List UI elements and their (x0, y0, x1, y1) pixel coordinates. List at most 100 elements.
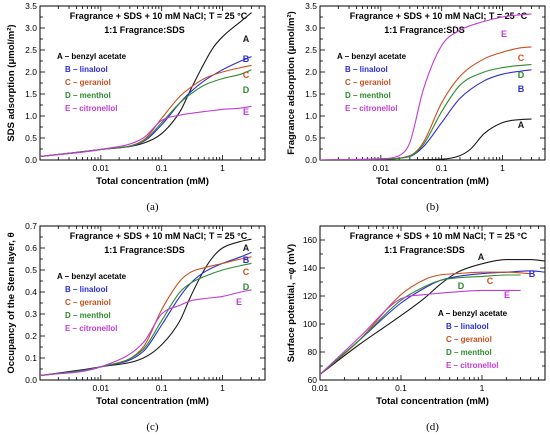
y-tick-label: 0.5 (25, 133, 37, 143)
x-tick-label: 1 (500, 163, 505, 173)
series-layer (40, 12, 252, 158)
legend-entry: B – linalool (345, 65, 388, 74)
legend-entry: A – benzyl acetate (337, 52, 407, 61)
series-letter-d: D (518, 70, 525, 80)
y-axis-label: Fragrance adsorption (μmol/m²) (286, 11, 297, 155)
series-line-a (320, 118, 532, 160)
x-tick-label: 0.01 (373, 163, 390, 173)
legend-entry: E – citronellol (65, 104, 117, 113)
y-tick-label: 0.4 (25, 287, 37, 297)
x-axis-label: Total concentration (mM) (376, 396, 489, 407)
series-line-a (40, 238, 252, 377)
panel-label: (c) (146, 421, 159, 433)
panel-label: (a) (146, 201, 159, 213)
x-axis-label: Total concentration (mM) (376, 176, 489, 187)
y-tick-label: 2.5 (25, 45, 37, 55)
series-letter-a: A (478, 252, 485, 262)
x-axis-label: Total concentration (mM) (96, 176, 209, 187)
y-tick-label: 0.1 (25, 353, 37, 363)
series-letter-c: C (243, 267, 250, 277)
series-line-b (40, 251, 252, 377)
y-tick-label: 0.0 (25, 375, 37, 385)
series-line-b (320, 270, 545, 375)
chart-header-line2: 1:1 Fragrance:SDS (104, 25, 185, 35)
panel-label: (b) (426, 201, 439, 213)
series-line-c (320, 271, 531, 375)
y-tick-label: 2.0 (25, 67, 37, 77)
series-letter-e: E (504, 290, 510, 300)
y-tick-label: 3.0 (25, 23, 37, 33)
legend-entry: C – geraniol (65, 78, 111, 87)
legend-entry: A – benzyl acetate (57, 272, 127, 281)
y-tick-label: 0.6 (25, 243, 37, 253)
series-letter-b: B (518, 84, 525, 94)
chart-header-line1: Fragrance + SDS + 10 mM NaCl; T = 25 °C (350, 231, 528, 241)
series-letter-b: B (243, 255, 250, 265)
y-tick-label: 3.5 (25, 1, 37, 11)
legend-entry: B – linalool (446, 322, 489, 331)
series-layer (320, 13, 532, 160)
legend-entry: B – linalool (65, 285, 108, 294)
y-tick-label: 0.0 (25, 155, 37, 165)
y-tick-label: 2.0 (305, 67, 317, 77)
chart-header-line2: 1:1 Fragrance:SDS (104, 245, 185, 255)
legend-entry: C – geraniol (65, 298, 111, 307)
y-tick-label: 0.3 (25, 309, 37, 319)
chart-header-line2: 1:1 Fragrance:SDS (384, 245, 465, 255)
chart-header-line1: Fragrance + SDS + 10 mM NaCl; T = 25 °C (70, 11, 248, 21)
series-letter-e: E (243, 107, 249, 117)
legend-entry: C – geraniol (446, 335, 492, 344)
series-line-e (40, 105, 252, 158)
chart-panel-b: 0.01 0.1 1 0.0 0.5 1.0 1.5 2.0 2.5 3.0 3.5 Total co… (286, 1, 546, 213)
x-tick-label: 0.1 (395, 383, 407, 393)
series-line-e (40, 289, 252, 377)
series-letter-d: D (243, 85, 250, 95)
series-line-d (320, 274, 521, 375)
y-tick-label: 0.2 (25, 331, 37, 341)
legend-entry: D – menthol (65, 91, 111, 100)
panel-label: (d) (426, 421, 439, 433)
plot-frame (319, 225, 546, 381)
chart-panel-c: 0.01 0.1 1 0.0 0.1 0.2 0.3 0.4 0.5 0.6 0.7 Total co… (6, 221, 266, 433)
series-letter-b: B (243, 54, 250, 64)
series-letter-d: D (243, 282, 250, 292)
y-tick-label: 2.5 (305, 45, 317, 55)
series-letter-e: E (501, 29, 507, 39)
series-line-e (320, 289, 521, 375)
series-layer (40, 238, 252, 377)
x-tick-label: 0.01 (312, 383, 329, 393)
series-letter-d: D (458, 281, 465, 291)
x-tick-label: 1 (220, 163, 225, 173)
y-tick-label: 0.5 (25, 265, 37, 275)
series-letter-e: E (236, 297, 242, 307)
series-line-d (40, 69, 252, 158)
series-line-d (40, 262, 252, 377)
y-tick-label: 1.0 (305, 111, 317, 121)
x-tick-label: 0.01 (93, 383, 110, 393)
legend-entry: B – linalool (65, 65, 108, 74)
y-tick-label: 60 (308, 375, 318, 385)
series-letter-c: C (243, 70, 250, 80)
legend-entry: E – citronellol (446, 361, 498, 370)
chart-header-line1: Fragrance + SDS + 10 mM NaCl; T = 25 °C (350, 11, 528, 21)
y-tick-label: 1.0 (25, 111, 37, 121)
series-letter-c: C (487, 276, 494, 286)
series-letter-c: C (518, 53, 525, 63)
legend-entry: E – citronellol (65, 324, 117, 333)
y-axis-label: Occupancy of the Stern layer, θ (6, 232, 17, 373)
y-tick-label: 3.0 (305, 23, 317, 33)
series-line-d (320, 63, 532, 160)
legend-entry: C – geraniol (345, 78, 391, 87)
y-tick-label: 120 (303, 291, 317, 301)
x-tick-label: 0.01 (93, 163, 110, 173)
x-tick-label: 0.1 (156, 383, 168, 393)
y-tick-label: 1.5 (25, 89, 37, 99)
legend-entry: E – citronellol (345, 104, 397, 113)
series-letter-a: A (518, 120, 525, 130)
y-axis-label: SDS adsorption (μmol/m²) (6, 24, 17, 141)
y-axis-label: Surface potential, −φ (mV) (286, 244, 297, 362)
y-tick-label: 1.5 (305, 89, 317, 99)
legend-entry: A – benzyl acetate (438, 309, 508, 318)
